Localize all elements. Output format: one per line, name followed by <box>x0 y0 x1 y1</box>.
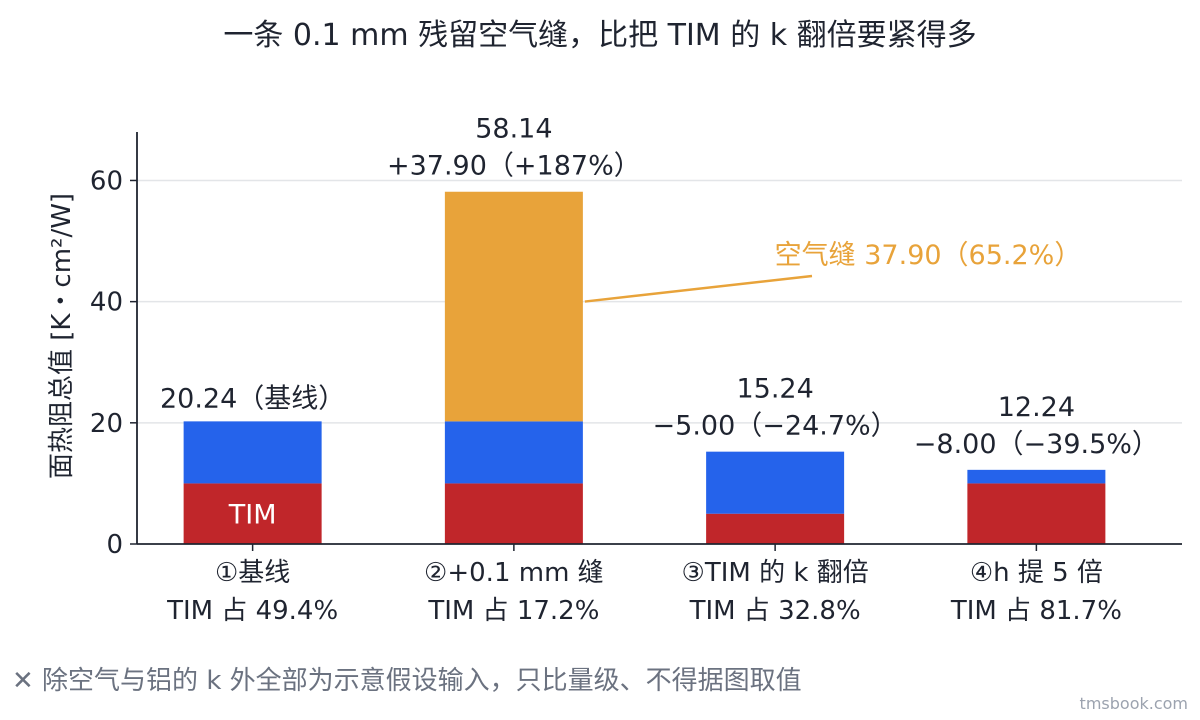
bar-total-label-4: 12.24 <box>998 392 1075 423</box>
footnote: ✕ 除空气与铝的 k 外全部为示意假设输入，只比量级、不得据图取值 <box>12 666 802 696</box>
x-sublabel-3: TIM 占 32.8% <box>689 596 861 626</box>
x-sublabel-1: TIM 占 49.4% <box>166 596 338 626</box>
x-label-2: ②+0.1 mm 缝 <box>424 558 604 588</box>
y-tick-label-40: 40 <box>90 288 123 318</box>
air-gap-callout: 空气缝 37.90（65.2%） <box>775 240 1082 271</box>
bar-1-segment-2 <box>183 421 322 484</box>
bar-delta-label-2: +37.90（+187%） <box>387 151 641 182</box>
bar-2-segment-2 <box>444 421 583 484</box>
x-sublabel-4: TIM 占 81.7% <box>950 596 1122 626</box>
bar-delta-label-3: −5.00（−24.7%） <box>653 411 898 442</box>
bar-3-segment-1 <box>706 513 845 544</box>
y-tick-label-20: 20 <box>90 409 123 439</box>
watermark: tmsbook.com <box>1079 694 1188 713</box>
y-axis-label: 面热阻总值 [K・cm²/W] <box>47 193 77 479</box>
bar-4-segment-1 <box>967 483 1106 544</box>
x-label-4: ④h 提 5 倍 <box>970 558 1103 588</box>
y-tick-label-0: 0 <box>106 530 123 560</box>
x-sublabel-2: TIM 占 17.2% <box>427 596 599 626</box>
bar-2-segment-1 <box>444 483 583 544</box>
y-tick-label-60: 60 <box>90 166 123 196</box>
bar-3-segment-2 <box>706 451 845 514</box>
chart-title: 一条 0.1 mm 残留空气缝，比把 TIM 的 k 翻倍要紧得多 <box>223 18 977 53</box>
bar-2-segment-3 <box>444 191 583 422</box>
bar-total-label-3: 15.24 <box>736 374 813 405</box>
x-label-1: ①基线 <box>215 558 290 588</box>
callout-leader-line <box>584 274 813 303</box>
bar-1-segment-1 <box>183 483 322 544</box>
bar-total-label-1: 20.24（基线） <box>160 383 345 414</box>
bar-delta-label-4: −8.00（−39.5%） <box>914 429 1159 460</box>
bar-4-segment-2 <box>967 469 1106 484</box>
tim-inbar-label: TIM <box>228 500 277 531</box>
bar-total-label-2: 58.14 <box>475 114 552 145</box>
x-label-3: ③TIM 的 k 翻倍 <box>682 558 869 588</box>
